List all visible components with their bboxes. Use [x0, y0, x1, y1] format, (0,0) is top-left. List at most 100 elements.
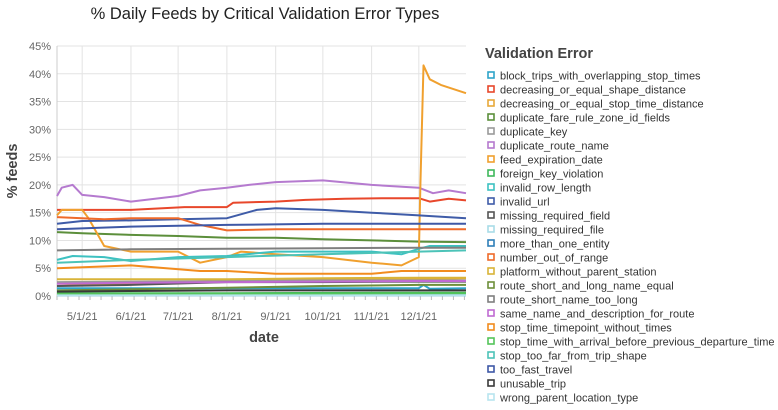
- legend-item[interactable]: missing_required_field: [487, 211, 610, 223]
- legend-item[interactable]: block_trips_with_overlapping_stop_times: [487, 71, 701, 83]
- legend-swatch: [487, 239, 495, 247]
- legend-swatch: [487, 211, 495, 219]
- legend-label: block_trips_with_overlapping_stop_times: [500, 71, 701, 83]
- legend-item[interactable]: feed_expiration_date: [487, 155, 603, 167]
- series-line-invalid_row_length: [56, 245, 466, 262]
- y-tick-label: 5%: [35, 263, 51, 275]
- series-line-number_out_of_range: [56, 216, 466, 232]
- axes: 0% 5% 10% 15% 20% 25% 30% 35% 40% 45% 5/1/21 6/1/21…: [29, 41, 466, 323]
- legend-item[interactable]: stop_time_timepoint_without_times: [487, 323, 672, 335]
- legend-label: stop_time_timepoint_without_times: [500, 323, 672, 335]
- legend-swatch: [487, 281, 495, 289]
- legend-item[interactable]: same_name_and_description_for_route: [487, 309, 694, 321]
- series-line-duplicate_route_name: [56, 179, 467, 203]
- grid-lines: [57, 45, 466, 297]
- legend-label: feed_expiration_date: [500, 155, 603, 167]
- legend-item[interactable]: duplicate_fare_rule_zone_id_fields: [487, 113, 671, 125]
- series-line-platform_without_parent_station: [57, 276, 466, 281]
- legend-label: route_short_name_too_long: [500, 295, 638, 307]
- legend-swatch: [487, 267, 495, 275]
- legend-item[interactable]: duplicate_route_name: [487, 141, 609, 153]
- legend-label: invalid_url: [500, 197, 550, 209]
- legend-swatch: [487, 365, 495, 373]
- legend-swatch: [487, 323, 495, 331]
- series-line-route_short_and_long_name_equal: [56, 283, 466, 292]
- series-line-route_short_name_too_long: [56, 246, 466, 252]
- x-tick-label: 10/1/21: [304, 311, 341, 323]
- legend-item[interactable]: foreign_key_violation: [487, 169, 603, 181]
- legend-label: missing_required_field: [500, 211, 610, 223]
- legend-swatch: [487, 127, 495, 135]
- legend-swatch: [487, 141, 495, 149]
- series-line-same_name_and_description_for_route: [56, 280, 466, 285]
- x-tick-label: 12/1/21: [400, 311, 437, 323]
- legend-title: Validation Error: [485, 46, 593, 62]
- series-line-decreasing_or_equal_shape_distance: [57, 197, 467, 211]
- legend-swatch: [487, 71, 495, 79]
- y-tick-label: 10%: [29, 235, 51, 247]
- y-tick-label: 0%: [35, 291, 51, 303]
- legend-label: route_short_and_long_name_equal: [500, 281, 674, 293]
- x-tick-label: 5/1/21: [67, 311, 98, 323]
- legend-item[interactable]: missing_required_file: [487, 225, 604, 237]
- legend-item[interactable]: invalid_row_length: [487, 183, 591, 195]
- legend-label: unusable_trip: [500, 379, 566, 391]
- legend-swatch: [487, 225, 495, 233]
- legend-item[interactable]: too_fast_travel: [487, 365, 572, 377]
- legend-swatch: [487, 337, 495, 345]
- legend-swatch: [487, 253, 495, 261]
- y-tick-label: 30%: [29, 124, 51, 136]
- series-line-stop_time_with_arrival_before_previous_departure_time: [57, 292, 466, 295]
- y-tick-label: 35%: [29, 97, 51, 109]
- y-tick-label: 25%: [29, 152, 51, 164]
- legend-label: duplicate_route_name: [500, 141, 609, 153]
- y-tick-label: 15%: [29, 208, 51, 220]
- legend-swatch: [487, 113, 495, 121]
- legend-label: decreasing_or_equal_shape_distance: [500, 85, 686, 97]
- legend-label: foreign_key_violation: [500, 169, 603, 181]
- legend-item[interactable]: route_short_and_long_name_equal: [487, 281, 674, 293]
- legend-item[interactable]: number_out_of_range: [487, 253, 608, 265]
- legend-item[interactable]: duplicate_key: [487, 127, 568, 139]
- legend-label: platform_without_parent_station: [500, 267, 657, 279]
- legend-item[interactable]: stop_too_far_from_trip_shape: [487, 351, 647, 363]
- series-line-duplicate_fare_rule_zone_id_fields: [56, 231, 467, 244]
- series-line-too_fast_travel: [56, 222, 466, 231]
- legend-label: more_than_one_entity: [500, 239, 610, 251]
- y-tick-label: 40%: [29, 69, 51, 81]
- legend-swatch: [487, 183, 495, 191]
- legend-item[interactable]: stop_time_with_arrival_before_previous_d…: [487, 337, 775, 349]
- legend-swatch: [487, 393, 495, 401]
- x-tick-label: 8/1/21: [212, 311, 243, 323]
- legend-label: same_name_and_description_for_route: [500, 309, 694, 321]
- legend-swatch: [487, 85, 495, 93]
- x-axis-title: date: [249, 330, 279, 346]
- series-line-invalid_url: [56, 207, 467, 225]
- legend-item[interactable]: unusable_trip: [487, 379, 566, 391]
- x-tick-label: 6/1/21: [116, 311, 147, 323]
- legend-swatch: [487, 295, 495, 303]
- legend-label: invalid_row_length: [500, 183, 591, 195]
- legend-label: number_out_of_range: [500, 253, 608, 265]
- legend-item[interactable]: more_than_one_entity: [487, 239, 610, 251]
- legend-item[interactable]: invalid_url: [487, 197, 550, 209]
- legend-swatch: [487, 197, 495, 205]
- legend-label: decreasing_or_equal_stop_time_distance: [500, 99, 704, 111]
- legend-item[interactable]: decreasing_or_equal_stop_time_distance: [487, 99, 704, 111]
- legend-item[interactable]: route_short_name_too_long: [487, 295, 638, 307]
- legend-item[interactable]: decreasing_or_equal_shape_distance: [487, 85, 686, 97]
- legend-label: stop_too_far_from_trip_shape: [500, 351, 647, 363]
- chart-title: % Daily Feeds by Critical Validation Err…: [91, 5, 440, 23]
- legend-label: duplicate_key: [500, 127, 568, 139]
- x-tick-label: 9/1/21: [260, 311, 291, 323]
- legend-label: duplicate_fare_rule_zone_id_fields: [500, 113, 671, 125]
- legend-label: missing_required_file: [500, 225, 604, 237]
- legend-item[interactable]: platform_without_parent_station: [487, 267, 657, 279]
- legend-label: too_fast_travel: [500, 365, 572, 377]
- legend-swatch: [487, 309, 495, 317]
- x-tick-label: 7/1/21: [163, 311, 194, 323]
- legend-swatch: [487, 99, 495, 107]
- legend-label: stop_time_with_arrival_before_previous_d…: [500, 337, 775, 349]
- legend-item[interactable]: wrong_parent_location_type: [487, 393, 638, 405]
